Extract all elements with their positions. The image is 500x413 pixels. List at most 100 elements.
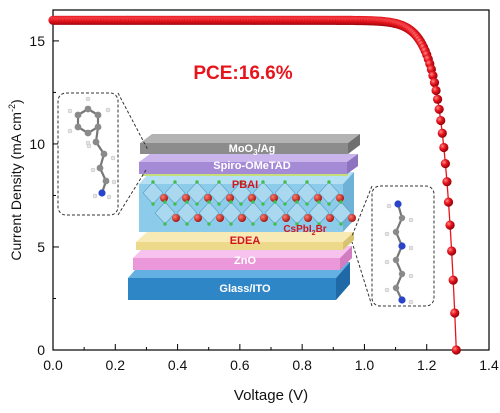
edea-molecule bbox=[384, 200, 414, 305]
jv-data-point bbox=[436, 115, 446, 126]
hydrogen-atom bbox=[386, 203, 392, 209]
y-axis-label-close: ) bbox=[8, 99, 24, 104]
pbai-molecule-callout bbox=[57, 92, 149, 216]
x-axis: 0.0 0.2 0.4 0.6 0.8 1.0 1.2 1.4 bbox=[43, 344, 499, 373]
halide-atom bbox=[273, 200, 277, 204]
halide-atom bbox=[305, 202, 309, 206]
layer-spiro bbox=[139, 154, 358, 174]
carbon-atom bbox=[392, 228, 400, 236]
y-tick-label: 5 bbox=[37, 239, 45, 255]
x-axis-label: Voltage (V) bbox=[234, 387, 308, 404]
cation-atom bbox=[292, 194, 300, 202]
carbon-atom bbox=[92, 138, 100, 146]
hydrogen-atom bbox=[408, 245, 414, 251]
hydrogen-atom bbox=[110, 155, 116, 161]
jv-data-point bbox=[445, 220, 455, 230]
jv-data-point bbox=[434, 104, 444, 114]
hydrogen-atom bbox=[67, 108, 73, 114]
halide-atom bbox=[339, 200, 343, 204]
halide-atom bbox=[327, 202, 331, 206]
label-pbai: PBAI bbox=[232, 179, 258, 191]
nitrogen-atom bbox=[398, 242, 406, 250]
cation-atom bbox=[304, 214, 312, 222]
halide-atom bbox=[195, 202, 199, 206]
x-tick-label: 0.0 bbox=[43, 357, 63, 373]
carbon-atom bbox=[398, 270, 406, 278]
carbon-atom bbox=[96, 164, 104, 172]
x-tick-label: 1.4 bbox=[479, 357, 499, 373]
cation-atom bbox=[238, 214, 246, 222]
jv-data-point bbox=[447, 246, 457, 256]
y-axis: 0 5 10 15 bbox=[29, 33, 59, 358]
halide-atom bbox=[251, 222, 255, 226]
halide-atom bbox=[185, 222, 189, 226]
phenylbutylammonium-molecule bbox=[67, 96, 117, 200]
layer-edea bbox=[136, 232, 354, 250]
jv-data-point bbox=[437, 128, 447, 138]
cation-atom bbox=[248, 194, 256, 202]
halide-atom bbox=[283, 202, 287, 206]
hydrogen-atom bbox=[384, 231, 390, 237]
halide-atom bbox=[283, 180, 287, 184]
cation-atom bbox=[226, 194, 234, 202]
hydrogen-atom bbox=[92, 193, 98, 199]
jv-data-point bbox=[448, 275, 458, 285]
halide-atom bbox=[295, 222, 299, 226]
y-tick-label: 10 bbox=[29, 136, 45, 152]
halide-atom bbox=[239, 202, 243, 206]
label-perovskite: CsPbI2Br bbox=[283, 224, 326, 237]
octahedra-lattice bbox=[142, 180, 356, 226]
halide-atom bbox=[317, 200, 321, 204]
carbon-atom bbox=[94, 123, 102, 131]
cation-atom bbox=[160, 194, 168, 202]
carbon-atom bbox=[102, 177, 110, 185]
halide-atom bbox=[163, 200, 167, 204]
cation-atom bbox=[326, 214, 334, 222]
halide-atom bbox=[173, 180, 177, 184]
hydrogen-atom bbox=[111, 179, 117, 185]
cation-atom bbox=[194, 214, 202, 222]
cation-atom bbox=[348, 214, 356, 222]
y-axis-label: Current Density (mA cm-2) bbox=[7, 99, 24, 260]
halide-atom bbox=[273, 222, 277, 226]
y-axis-label-sup: -2 bbox=[7, 104, 17, 112]
jv-data-point bbox=[442, 177, 452, 187]
y-axis-label-main: Current Density (mA cm bbox=[8, 112, 24, 261]
halide-atom bbox=[151, 180, 155, 184]
jv-data-point bbox=[450, 308, 460, 318]
jv-data-points bbox=[48, 15, 461, 355]
halide-atom bbox=[207, 222, 211, 226]
hydrogen-atom bbox=[105, 107, 111, 113]
cation-atom bbox=[204, 194, 212, 202]
halide-atom bbox=[317, 222, 321, 226]
halide-atom bbox=[261, 202, 265, 206]
carbon-atom bbox=[74, 111, 82, 119]
nitrogen-atom bbox=[394, 200, 402, 208]
halide-atom bbox=[261, 180, 265, 184]
x-tick-label: 0.2 bbox=[106, 357, 126, 373]
jv-data-point bbox=[433, 94, 443, 104]
jv-data-point bbox=[431, 85, 441, 96]
hydrogen-atom bbox=[408, 217, 414, 223]
carbon-atom bbox=[398, 214, 406, 222]
hydrogen-atom bbox=[384, 259, 390, 265]
halide-atom bbox=[185, 200, 189, 204]
hydrogen-atom bbox=[85, 96, 91, 102]
cation-atom bbox=[260, 214, 268, 222]
label-edea: EDEA bbox=[230, 235, 261, 247]
cation-atom bbox=[282, 214, 290, 222]
jv-data-point bbox=[451, 345, 461, 355]
nitrogen-atom bbox=[398, 296, 406, 304]
x-tick-label: 1.2 bbox=[417, 357, 437, 373]
y-tick-label: 0 bbox=[37, 342, 45, 358]
halide-atom bbox=[173, 202, 177, 206]
jv-data-point bbox=[440, 159, 450, 169]
nitrogen-atom bbox=[98, 189, 106, 197]
jv-data-point bbox=[443, 197, 454, 207]
hydrogen-atom bbox=[106, 194, 112, 200]
halide-atom bbox=[295, 200, 299, 204]
layer-perovskite bbox=[139, 172, 356, 232]
hydrogen-atom bbox=[90, 167, 96, 173]
